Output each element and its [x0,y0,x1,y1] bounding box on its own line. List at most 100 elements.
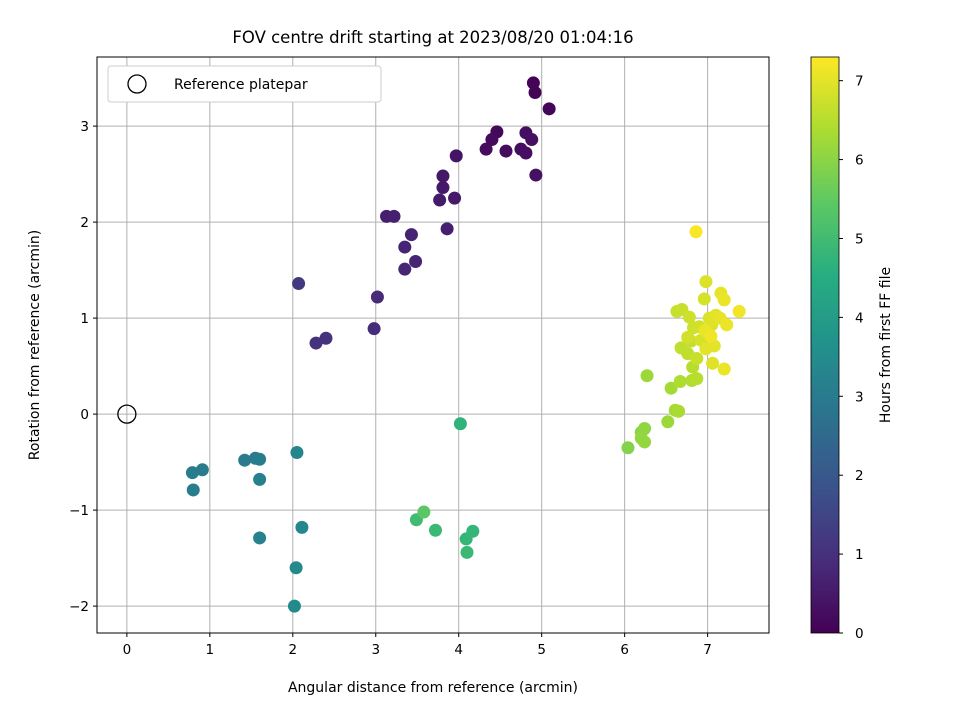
data-point [238,453,252,467]
reference-platepar-marker [117,404,137,424]
data-point [699,342,713,356]
grid-lines [97,57,769,633]
data-point [690,351,704,365]
data-point [673,374,687,388]
data-point [195,463,209,477]
data-point [404,228,418,242]
data-point [290,446,304,460]
data-point [697,292,711,306]
colorbar-tick-label: 3 [855,389,864,405]
data-point [367,322,381,336]
data-point [436,169,450,183]
data-point [526,76,540,90]
x-tick-label: 4 [454,642,463,658]
x-axis-ticks: 0 1 2 3 4 5 6 7 [123,633,712,658]
data-point [460,545,474,559]
data-point [289,561,303,575]
data-point [287,599,301,613]
data-point [699,275,713,289]
data-point [253,531,267,545]
data-point [720,318,734,332]
data-point [681,330,695,344]
data-point [479,142,493,156]
data-point [433,193,447,207]
legend: Reference platepar [107,65,382,103]
x-tick-label: 2 [288,642,297,658]
data-point [370,290,384,304]
data-point [732,304,746,318]
data-point [672,404,686,418]
colorbar-ticks: 0 1 2 3 4 5 6 7 [839,74,864,642]
data-point [717,362,731,376]
y-tick-label: 1 [80,311,89,327]
data-point [682,310,696,324]
data-point [428,523,442,537]
data-point [664,381,678,395]
plot-frame [96,56,770,634]
data-point [661,415,675,429]
y-tick-label: 3 [80,119,89,135]
colorbar: 0 1 2 3 4 5 6 7 Hours from first FF file [810,56,894,642]
data-point [519,146,533,160]
data-point [185,466,199,480]
colorbar-tick-label: 2 [855,468,864,484]
data-point [319,331,333,345]
colorbar-tick-label: 0 [855,626,864,642]
data-point [309,336,323,350]
data-point [529,168,543,182]
data-point [690,372,704,386]
chart-title: FOV centre drift starting at 2023/08/20 … [232,28,633,47]
data-point [409,254,423,268]
colorbar-label: Hours from first FF file [878,267,894,423]
data-point [638,435,652,449]
legend-box [107,65,382,103]
data-point [453,417,467,431]
x-tick-label: 0 [123,642,132,658]
colorbar-tick-label: 1 [855,547,864,563]
y-axis-label: Rotation from reference (arcmin) [27,230,43,460]
data-point [621,441,635,455]
colorbar-tick-label: 5 [855,231,864,247]
x-tick-label: 1 [206,642,215,658]
data-point [706,356,720,370]
data-point [292,277,306,291]
colorbar-gradient [810,56,840,634]
x-tick-label: 5 [537,642,546,658]
x-axis-label: Angular distance from reference (arcmin) [288,680,578,696]
x-tick-label: 3 [371,642,380,658]
data-point [542,102,556,116]
data-point [440,222,454,236]
data-point [253,452,267,466]
legend-marker-reference [127,74,147,94]
data-point [295,520,309,534]
data-point [499,144,513,158]
data-point [449,149,463,163]
data-point [717,293,731,307]
data-point [466,524,480,538]
x-tick-label: 7 [703,642,712,658]
y-axis-ticks: −2 −1 0 1 2 3 [69,119,97,615]
data-point [387,209,401,223]
data-point [704,329,718,343]
data-point [186,483,200,497]
y-tick-label: −1 [69,503,89,519]
y-tick-label: 0 [80,407,89,423]
data-point [398,240,412,254]
data-point [640,369,654,383]
data-point [485,133,499,147]
legend-label-reference: Reference platepar [174,77,308,93]
data-point [436,181,450,195]
x-tick-label: 6 [620,642,629,658]
data-point [528,86,542,100]
colorbar-tick-label: 6 [855,153,864,169]
data-point [417,505,431,519]
data-points [117,76,746,613]
colorbar-tick-label: 7 [855,74,864,90]
data-point [689,225,703,239]
data-point [448,191,462,205]
data-point [253,472,267,486]
data-point [398,262,412,276]
y-tick-label: −2 [69,599,89,615]
data-point [525,133,539,147]
